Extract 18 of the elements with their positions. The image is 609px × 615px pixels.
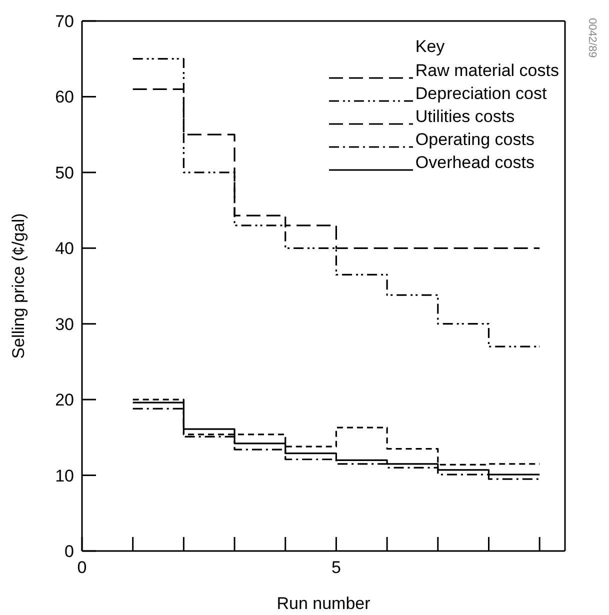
text: 0042/89 <box>586 18 598 58</box>
legend-label: Raw material costs <box>415 61 559 81</box>
y-tick-label: 50 <box>55 163 74 182</box>
x-axis-title: Run number <box>276 594 371 613</box>
legend-title: Key <box>415 36 446 58</box>
y-tick-label: 20 <box>55 390 74 410</box>
y-tick-label: 30 <box>55 314 74 334</box>
y-tick-label: 70 <box>55 12 74 32</box>
y-tick-label: 0 <box>64 542 74 562</box>
y-tick-label: 40 <box>55 239 74 258</box>
legend-label: Depreciation cost <box>415 84 547 104</box>
legend-label: Utilities costs <box>415 107 515 127</box>
x-tick-label: 5 <box>331 558 341 578</box>
legend-label: Overhead costs <box>415 153 534 173</box>
y-tick-label: 10 <box>55 466 74 486</box>
y-axis-title: Selling price (¢/gal) <box>9 213 28 359</box>
legend-label: Operating costs <box>415 130 534 150</box>
y-tick-label: 60 <box>55 88 74 107</box>
